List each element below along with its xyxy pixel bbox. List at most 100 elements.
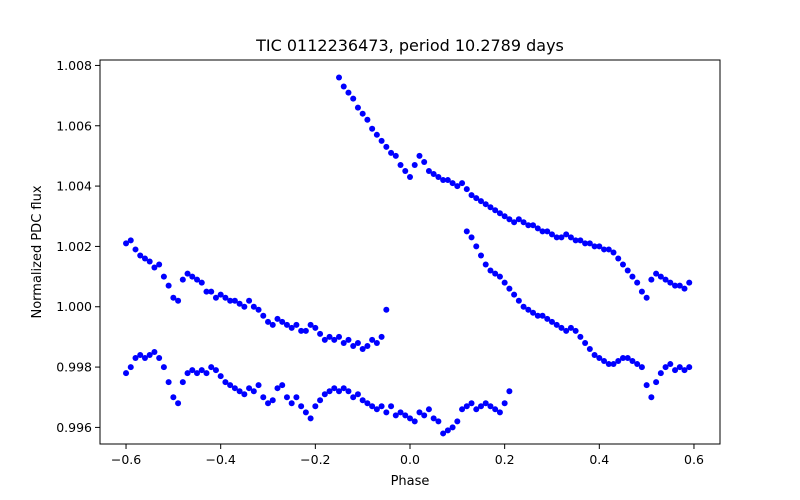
data-point — [487, 403, 494, 410]
data-point — [482, 400, 489, 407]
data-point — [132, 246, 139, 253]
data-point — [619, 355, 626, 362]
data-point — [184, 370, 191, 377]
data-point — [378, 137, 385, 144]
data-point — [378, 403, 385, 410]
data-point — [634, 361, 641, 368]
data-point — [572, 327, 579, 334]
y-tick-label: 1.006 — [56, 118, 92, 133]
data-point — [189, 367, 196, 374]
data-point — [274, 315, 281, 322]
data-point — [596, 243, 603, 250]
x-tick-label: 0.4 — [589, 452, 609, 467]
data-point — [222, 379, 229, 386]
data-point — [246, 385, 253, 392]
data-point — [657, 370, 664, 377]
data-point — [236, 300, 243, 307]
data-point — [463, 403, 470, 410]
data-point — [373, 339, 380, 346]
data-point — [227, 382, 234, 389]
data-point — [265, 400, 272, 407]
data-point — [582, 339, 589, 346]
data-point — [194, 276, 201, 283]
data-point — [653, 379, 660, 386]
data-point — [156, 261, 163, 268]
data-point — [515, 216, 522, 223]
data-point — [421, 412, 428, 419]
data-point — [179, 276, 186, 283]
data-point — [331, 336, 338, 343]
data-point — [444, 177, 451, 184]
data-point — [435, 418, 442, 425]
data-point — [359, 110, 366, 117]
data-point — [307, 415, 314, 422]
data-point — [288, 324, 295, 331]
data-point — [222, 294, 229, 301]
data-point — [473, 243, 480, 250]
data-point — [373, 406, 380, 413]
data-point — [132, 355, 139, 362]
data-point — [615, 255, 622, 262]
data-point — [591, 243, 598, 250]
data-point — [482, 261, 489, 268]
data-point — [520, 219, 527, 226]
data-point — [388, 403, 395, 410]
data-point — [577, 237, 584, 244]
data-point — [440, 430, 447, 437]
data-point — [265, 318, 272, 325]
data-point — [250, 303, 257, 310]
data-point — [312, 324, 319, 331]
data-point — [141, 355, 148, 362]
data-point — [411, 418, 418, 425]
data-point — [676, 364, 683, 371]
data-point — [496, 409, 503, 416]
data-point — [231, 297, 238, 304]
data-point — [482, 201, 489, 208]
data-point — [246, 297, 253, 304]
x-axis: −0.6 −0.4 −0.2 0.0 0.2 0.4 0.6 — [111, 444, 704, 467]
data-point — [501, 400, 508, 407]
data-point — [255, 306, 262, 313]
data-point — [388, 149, 395, 156]
data-point — [511, 291, 518, 298]
data-point — [449, 424, 456, 431]
data-point — [563, 231, 570, 238]
data-point — [293, 394, 300, 401]
data-point — [610, 249, 617, 256]
data-point — [539, 312, 546, 319]
data-point — [354, 391, 361, 398]
data-point — [492, 207, 499, 214]
data-point — [359, 397, 366, 404]
data-point — [525, 222, 532, 229]
data-point — [331, 385, 338, 392]
data-point — [477, 403, 484, 410]
data-point — [468, 400, 475, 407]
data-point — [643, 294, 650, 301]
data-point — [364, 400, 371, 407]
data-point — [203, 288, 210, 295]
data-point — [601, 246, 608, 253]
data-point — [681, 285, 688, 292]
data-point — [383, 409, 390, 416]
data-point — [425, 406, 432, 413]
data-point — [198, 279, 205, 286]
data-point — [350, 394, 357, 401]
data-point — [359, 345, 366, 352]
data-point — [364, 116, 371, 123]
data-point — [345, 336, 352, 343]
data-point — [506, 285, 513, 292]
y-tick-label: 0.996 — [56, 420, 92, 435]
data-point — [184, 270, 191, 277]
data-point — [459, 180, 466, 187]
data-point — [459, 406, 466, 413]
data-point — [435, 174, 442, 181]
x-tick-label: −0.2 — [300, 452, 330, 467]
data-point — [350, 95, 357, 102]
data-points — [123, 74, 693, 437]
data-point — [231, 385, 238, 392]
data-point — [511, 219, 518, 226]
data-point — [582, 240, 589, 247]
data-point — [293, 321, 300, 328]
data-point — [638, 288, 645, 295]
data-point — [326, 333, 333, 340]
